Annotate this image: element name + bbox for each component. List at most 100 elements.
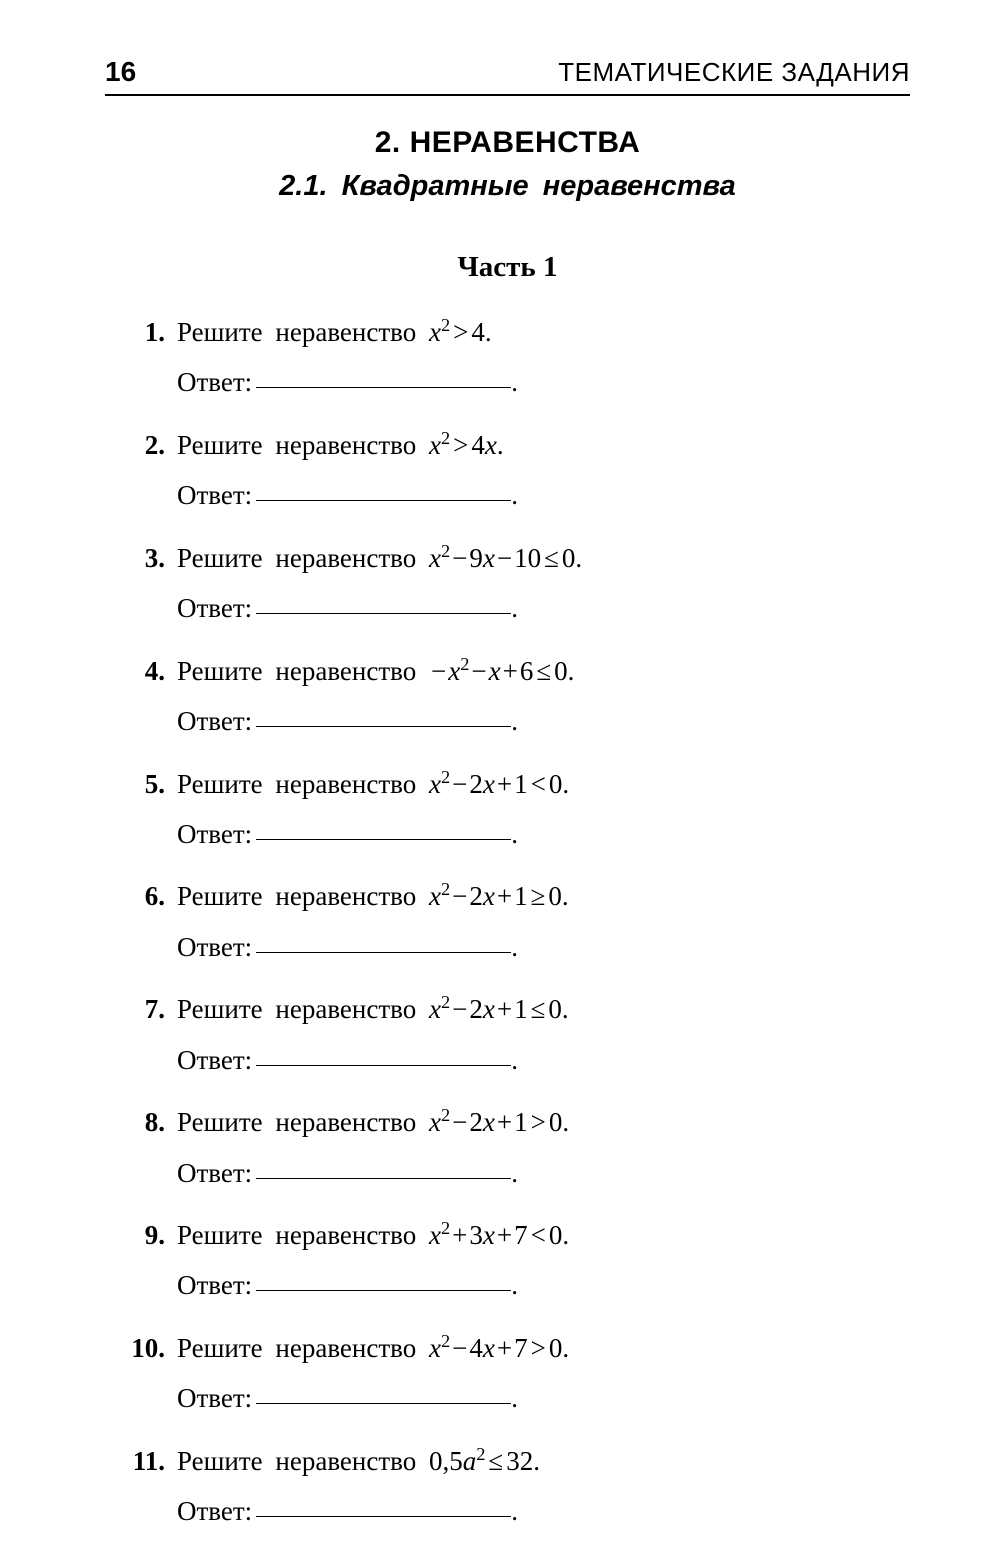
problem-number: 9. [105, 1217, 165, 1304]
problem-stem: Решите неравенство x2+3x+7<0. [177, 1217, 569, 1253]
problem: 2.Решите неравенство x2>4x.Ответ:. [105, 427, 910, 514]
answer-label: Ответ: [177, 932, 252, 962]
period: . [562, 1107, 569, 1137]
problem-body: Решите неравенство x2−9x−10≤0. Ответ:. [165, 540, 582, 627]
answer-label: Ответ: [177, 1383, 252, 1413]
problem-stem: Решите неравенство x2>4. [177, 314, 518, 350]
period: . [562, 881, 569, 911]
math-expression: x2−4x+7>0 [429, 1333, 562, 1363]
problem-body: Решите неравенство x2>4x. Ответ:. [165, 427, 518, 514]
problem-stem: Решите неравенство x2−2x+1>0. [177, 1104, 569, 1140]
problem: 9.Решите неравенство x2+3x+7<0.Ответ:. [105, 1217, 910, 1304]
period: . [511, 819, 518, 849]
problem-stem: Решите неравенство x2−4x+7>0. [177, 1330, 569, 1366]
period: . [562, 1220, 569, 1250]
problem-stem: Решите неравенство x2>4x. [177, 427, 518, 463]
answer-blank [256, 500, 511, 501]
section-title: 2.1. Квадратные неравенства [105, 170, 910, 203]
period: . [511, 593, 518, 623]
answer-blank [256, 1178, 511, 1179]
problem-number: 3. [105, 540, 165, 627]
stem-label: Решите неравенство [177, 317, 416, 347]
period: . [511, 932, 518, 962]
problem-body: Решите неравенство x2>4. Ответ:. [165, 314, 518, 401]
answer-line: Ответ:. [177, 816, 569, 852]
problem-body: Решите неравенство 0,5a2≤32.Ответ:. [165, 1443, 540, 1530]
problem-stem: Решите неравенство x2−2x+1<0. [177, 766, 569, 802]
problem-number: 8. [105, 1104, 165, 1191]
problem-body: Решите неравенство x2−4x+7>0. Ответ:. [165, 1330, 569, 1417]
answer-line: Ответ:. [177, 1155, 569, 1191]
problems-list: 1.Решите неравенство x2>4.Ответ:.2.Решит… [105, 314, 910, 1530]
problem: 11.Решите неравенство 0,5a2≤32.Ответ:. [105, 1443, 910, 1530]
stem-label: Решите неравенство [177, 1446, 416, 1476]
answer-line: Ответ:. [177, 590, 582, 626]
problem-number: 10. [105, 1330, 165, 1417]
problem-number: 4. [105, 653, 165, 740]
chapter-title: 2. НЕРАВЕНСТВА [105, 126, 910, 160]
stem-label: Решите неравенство [177, 769, 416, 799]
problem-stem: Решите неравенство 0,5a2≤32. [177, 1443, 540, 1479]
stem-label: Решите неравенство [177, 430, 416, 460]
stem-label: Решите неравенство [177, 1333, 416, 1363]
answer-line: Ответ:. [177, 364, 518, 400]
stem-label: Решите неравенство [177, 656, 416, 686]
period: . [568, 656, 575, 686]
answer-line: Ответ:. [177, 1042, 569, 1078]
answer-label: Ответ: [177, 1270, 252, 1300]
problem: 5. Решите неравенство x2−2x+1<0. Ответ:. [105, 766, 910, 853]
period: . [511, 1496, 518, 1526]
problem-stem: Решите неравенство x2−2x+1≤0. [177, 991, 569, 1027]
problem-number: 7. [105, 991, 165, 1078]
stem-label: Решите неравенство [177, 994, 416, 1024]
period: . [562, 1333, 569, 1363]
stem-label: Решите неравенство [177, 1107, 416, 1137]
answer-label: Ответ: [177, 1045, 252, 1075]
part-title: Часть 1 [105, 251, 910, 284]
page: 16 ТЕМАТИЧЕСКИЕ ЗАДАНИЯ 2. НЕРАВЕНСТВА 2… [0, 0, 1000, 1552]
math-expression: 0,5a2≤32 [429, 1446, 533, 1476]
answer-blank [256, 839, 511, 840]
problem: 10. Решите неравенство x2−4x+7>0. Ответ:. [105, 1330, 910, 1417]
period: . [562, 994, 569, 1024]
answer-line: Ответ:. [177, 477, 518, 513]
stem-label: Решите неравенство [177, 543, 416, 573]
period: . [562, 769, 569, 799]
answer-blank [256, 726, 511, 727]
answer-line: Ответ:. [177, 1380, 569, 1416]
stem-label: Решите неравенство [177, 1220, 416, 1250]
period: . [511, 1158, 518, 1188]
answer-label: Ответ: [177, 706, 252, 736]
running-title: ТЕМАТИЧЕСКИЕ ЗАДАНИЯ [558, 57, 910, 88]
answer-line: Ответ:. [177, 929, 569, 965]
page-number: 16 [105, 56, 136, 88]
problem-number: 1. [105, 314, 165, 401]
problem: 6.Решите неравенство x2−2x+1≥0.Ответ:. [105, 878, 910, 965]
math-expression: x2>4 [429, 317, 485, 347]
answer-blank [256, 1516, 511, 1517]
problem-stem: Решите неравенство x2−2x+1≥0. [177, 878, 569, 914]
math-expression: x2+3x+7<0 [429, 1220, 562, 1250]
answer-blank [256, 1403, 511, 1404]
answer-line: Ответ:. [177, 1267, 569, 1303]
problem-stem: Решите неравенство x2−9x−10≤0. [177, 540, 582, 576]
period: . [511, 480, 518, 510]
problem-body: Решите неравенство x2+3x+7<0.Ответ:. [165, 1217, 569, 1304]
answer-blank [256, 1290, 511, 1291]
problem-number: 5. [105, 766, 165, 853]
problem-body: Решите неравенство x2−2x+1<0. Ответ:. [165, 766, 569, 853]
math-expression: −x2−x+6≤0 [429, 656, 568, 686]
answer-blank [256, 387, 511, 388]
problem-body: Решите неравенство x2−2x+1>0. Ответ:. [165, 1104, 569, 1191]
period: . [575, 543, 582, 573]
problem: 4.Решите неравенство −x2−x+6≤0.Ответ:. [105, 653, 910, 740]
math-expression: x2−2x+1≥0 [429, 881, 562, 911]
answer-line: Ответ:. [177, 1493, 540, 1529]
answer-label: Ответ: [177, 593, 252, 623]
problem: 8. Решите неравенство x2−2x+1>0. Ответ:. [105, 1104, 910, 1191]
math-expression: x2−2x+1≤0 [429, 994, 562, 1024]
answer-label: Ответ: [177, 480, 252, 510]
answer-label: Ответ: [177, 1496, 252, 1526]
period: . [511, 1270, 518, 1300]
answer-blank [256, 952, 511, 953]
